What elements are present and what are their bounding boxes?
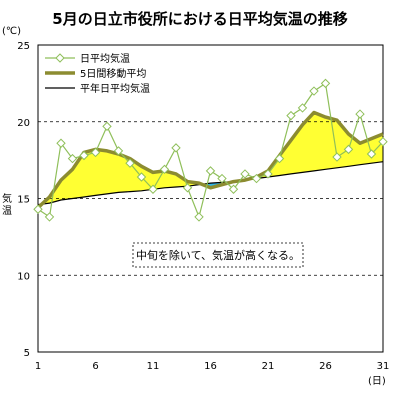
data-point-marker [79,150,89,161]
series-line-normal [37,161,384,206]
data-point-marker [171,143,181,153]
y-tick-label: 15 [17,195,30,206]
data-point-marker [159,164,170,175]
data-point-marker [67,153,78,164]
above-normal-fill [84,149,96,197]
chart-title: 5月の日立市役所における日平均気温の推移 [52,10,347,28]
data-point-marker [309,86,319,96]
data-point-marker [251,173,262,184]
data-point-marker [228,184,239,194]
legend-marker [55,53,65,63]
y-tick-label: 25 [17,41,30,52]
annotation-text: 中旬を除いて、気温が高くなる。 [136,248,300,262]
data-point-marker [286,110,296,121]
legend-label: 平年日平均気温 [80,82,150,95]
x-unit-label: (日) [368,376,386,387]
above-normal-fill [302,112,314,173]
data-point-marker [366,149,377,159]
legend-moving-average: 5日間移動平均 [45,67,146,80]
legend-label: 日平均気温 [80,52,130,65]
legend-label: 5日間移動平均 [80,67,146,80]
x-tick-label: 16 [204,361,217,372]
legend-daily-mean: 日平均気温 [45,52,130,65]
data-point-marker [102,121,112,132]
daily-mean-markers [33,78,388,222]
above-normal-fill [95,149,107,196]
data-point-marker [194,212,204,222]
above-normal-fill [314,112,326,171]
y-ticks: 5 10 15 20 25 [17,41,30,359]
data-point-marker [125,158,135,168]
y-tick-label: 20 [17,118,30,129]
data-point-marker [205,166,216,176]
data-point-marker [56,138,66,148]
x-tick-label: 11 [147,361,160,372]
x-tick-label: 21 [262,361,275,372]
data-point-marker [355,109,365,119]
data-point-marker [297,103,308,113]
above-normal-fill [72,152,84,199]
y-axis-title: 気温 [2,192,12,217]
x-ticks: 1 6 11 16 21 26 31 [35,361,390,372]
x-tick-label: 1 [35,361,41,372]
data-point-marker [182,183,193,193]
data-point-marker [90,147,101,158]
data-point-marker [113,146,124,156]
y-tick-label: 10 [17,271,30,282]
y-unit-label: (℃) [2,26,21,37]
x-tick-label: 31 [377,361,390,372]
above-normal-fill [61,169,73,201]
y-tick-label: 5 [24,348,30,359]
data-point-marker [33,204,43,214]
data-point-marker [274,153,285,164]
above-normal-fill [164,170,176,188]
data-point-marker [332,152,342,162]
data-point-marker [148,184,158,194]
annotation-box: 中旬を除いて、気温が高くなる。 [132,242,304,268]
above-normal-fill [279,140,291,176]
data-point-marker [320,78,331,89]
above-normal-fill [107,150,119,194]
x-tick-label: 26 [319,361,332,372]
data-point-marker [136,172,147,182]
annotation-frame [132,242,304,268]
data-point-marker [263,169,273,179]
data-point-marker [44,212,55,222]
difference-fill [38,112,383,208]
x-tick-label: 6 [92,361,98,372]
data-point-marker [343,144,354,155]
data-point-marker [217,173,227,184]
legend-normal: 平年日平均気温 [45,82,150,95]
data-point-marker [240,169,250,179]
plot-frame [37,44,384,353]
data-point-marker [378,136,388,147]
